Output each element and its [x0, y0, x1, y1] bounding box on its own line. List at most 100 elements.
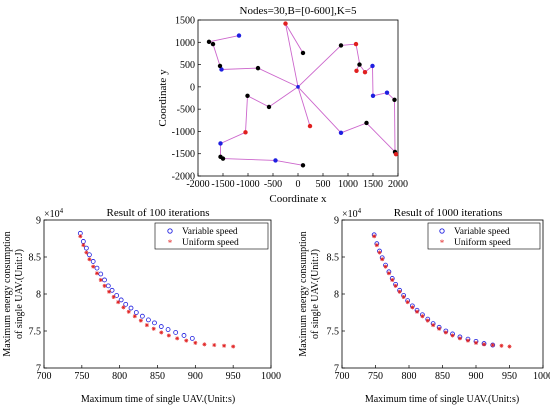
left-legend: Variable speed * Uniform speed: [154, 222, 269, 250]
right-xtick-label-4: 900: [469, 371, 484, 382]
right-ytick-label-4: 9: [334, 216, 339, 227]
right-ytick-label-3: 8.5: [327, 253, 340, 264]
node-9: [245, 93, 250, 98]
left-scatter-plot: 700 750 800 850 900 950 1000 7 7.5 8 8.5 9 Result o…: [2, 207, 281, 405]
node-4: [217, 63, 223, 69]
right-ytick-label-0: 7: [334, 364, 339, 375]
left-xtick-label-5: 950: [226, 371, 241, 382]
right-legend-box: [427, 222, 541, 250]
right-series1-point-23: [490, 343, 495, 348]
left-series1-point-18: [166, 333, 171, 338]
right-series1-point-10: [405, 300, 410, 305]
left-series1-point-0: [78, 234, 83, 239]
node-27: [338, 43, 344, 48]
right-ytick-label-1: 7.5: [327, 327, 340, 338]
right-plot-exponent: ×104: [342, 207, 362, 220]
node-14: [273, 158, 278, 163]
top-xtick-label-2: -1000: [236, 179, 259, 190]
node-28: [353, 41, 359, 47]
left-ytick-label-4: 9: [36, 216, 41, 227]
left-series1-point-17: [159, 330, 164, 335]
node-29: [354, 68, 359, 74]
left-series0-point-14: [133, 310, 139, 315]
top-axis-ticks: -2000 -1500 -1000 -500 0 500 1000 1500 2000-2000…: [172, 16, 408, 191]
right-xtick-label-1: 750: [368, 371, 383, 382]
right-series1-point-7: [393, 283, 398, 288]
left-series1-point-15: [144, 323, 149, 328]
left-series0-point-16: [146, 317, 151, 323]
node-1: [300, 50, 306, 56]
left-series1-point-3: [87, 257, 92, 262]
right-series1-point-12: [415, 309, 420, 314]
left-series1-point-23: [212, 343, 217, 348]
top-xtick-label-4: 0: [296, 179, 301, 190]
top-ytick-label-0: -2000: [172, 172, 195, 183]
left-series1-point-6: [98, 277, 103, 282]
left-plot-xlabel: Maximum time of single UAV.(Unit:s): [81, 394, 235, 405]
left-series0-point-17: [152, 320, 157, 326]
left-ytick-label-1: 7.5: [29, 327, 42, 338]
right-plot-xlabel: Maximum time of single UAV.(Unit:s): [365, 394, 519, 405]
right-series1-point-25: [507, 344, 512, 349]
node-17: [338, 130, 344, 135]
depot-node: [296, 85, 300, 89]
left-legend-variable-marker: [167, 228, 173, 234]
left-series0-point-12: [123, 301, 129, 307]
left-series1-point-7: [102, 283, 107, 288]
right-axis-ticks: 700 750 800 850 900 950 1000 7 7.5 8 8.5 9: [327, 216, 550, 383]
right-exponent-base: ×10: [342, 209, 358, 220]
left-series1-point-2: [84, 250, 89, 255]
right-legend-uniform-marker: *: [440, 238, 445, 248]
top-ytick-label-6: 1000: [175, 38, 195, 49]
left-series1-point-25: [231, 344, 236, 349]
left-series0-point-18: [158, 324, 164, 329]
right-legend-uniform-label: Uniform speed: [454, 237, 511, 248]
right-ytick-label-2: 8: [334, 290, 339, 301]
right-series1-point-20: [465, 338, 470, 343]
left-exponent-base: ×10: [44, 209, 60, 220]
left-legend-box: [154, 222, 269, 250]
right-series1-point-24: [499, 343, 504, 348]
left-series1-point-16: [151, 326, 156, 331]
node-11: [218, 141, 223, 146]
top-xtick-label-6: 1000: [338, 179, 358, 190]
right-xtick-label-5: 950: [502, 371, 517, 382]
right-legend: Variable speed * Uniform speed: [427, 222, 541, 250]
right-series1-point-19: [457, 336, 462, 341]
route-line-4: [297, 86, 311, 127]
left-axis-ticks: 700 750 800 850 900 950 1000 7 7.5 8 8.5 9: [29, 216, 282, 383]
left-plot-exponent: ×104: [44, 207, 64, 220]
node-6: [206, 39, 212, 45]
node-22: [384, 90, 390, 95]
right-series1-point-2: [377, 250, 382, 255]
right-xtick-label-2: 800: [402, 371, 417, 382]
right-series1-point-21: [474, 340, 478, 345]
node-5: [210, 41, 216, 47]
right-series1-point-13: [420, 314, 425, 319]
left-series1-point-13: [132, 314, 137, 319]
node-16: [307, 123, 313, 129]
left-series1-point-12: [126, 309, 131, 314]
top-ytick-label-3: -500: [177, 105, 195, 116]
top-xtick-label-3: -500: [264, 179, 282, 190]
top-xtick-label-5: 500: [316, 179, 331, 190]
left-series0-point-20: [173, 330, 179, 335]
right-legend-variable-marker: [439, 228, 445, 234]
route-network-plot: -2000 -1500 -1000 -500 0 500 1000 1500 2000-2000…: [157, 5, 408, 205]
left-series1-point-14: [138, 318, 143, 323]
top-plot-xlabel: Coordinate x: [269, 193, 327, 205]
left-series1-point-22: [202, 342, 207, 347]
left-series1-point-20: [184, 338, 189, 343]
node-7: [236, 33, 242, 38]
right-xtick-label-3: 850: [435, 371, 450, 382]
left-xtick-label-0: 700: [37, 371, 52, 382]
right-series1-point-17: [443, 330, 448, 335]
left-xtick-label-4: 900: [188, 371, 203, 382]
left-ytick-label-0: 7: [36, 364, 41, 375]
right-series1-point-3: [380, 257, 385, 262]
node-21: [392, 97, 397, 102]
right-plot-ylabel-line1: Maximum energy consumption: [298, 231, 309, 356]
top-xtick-label-7: 1500: [363, 179, 383, 190]
left-exponent-power: 4: [60, 207, 64, 215]
left-plot-ylabel-line2: of single UAV.(Unit:J): [14, 249, 25, 339]
